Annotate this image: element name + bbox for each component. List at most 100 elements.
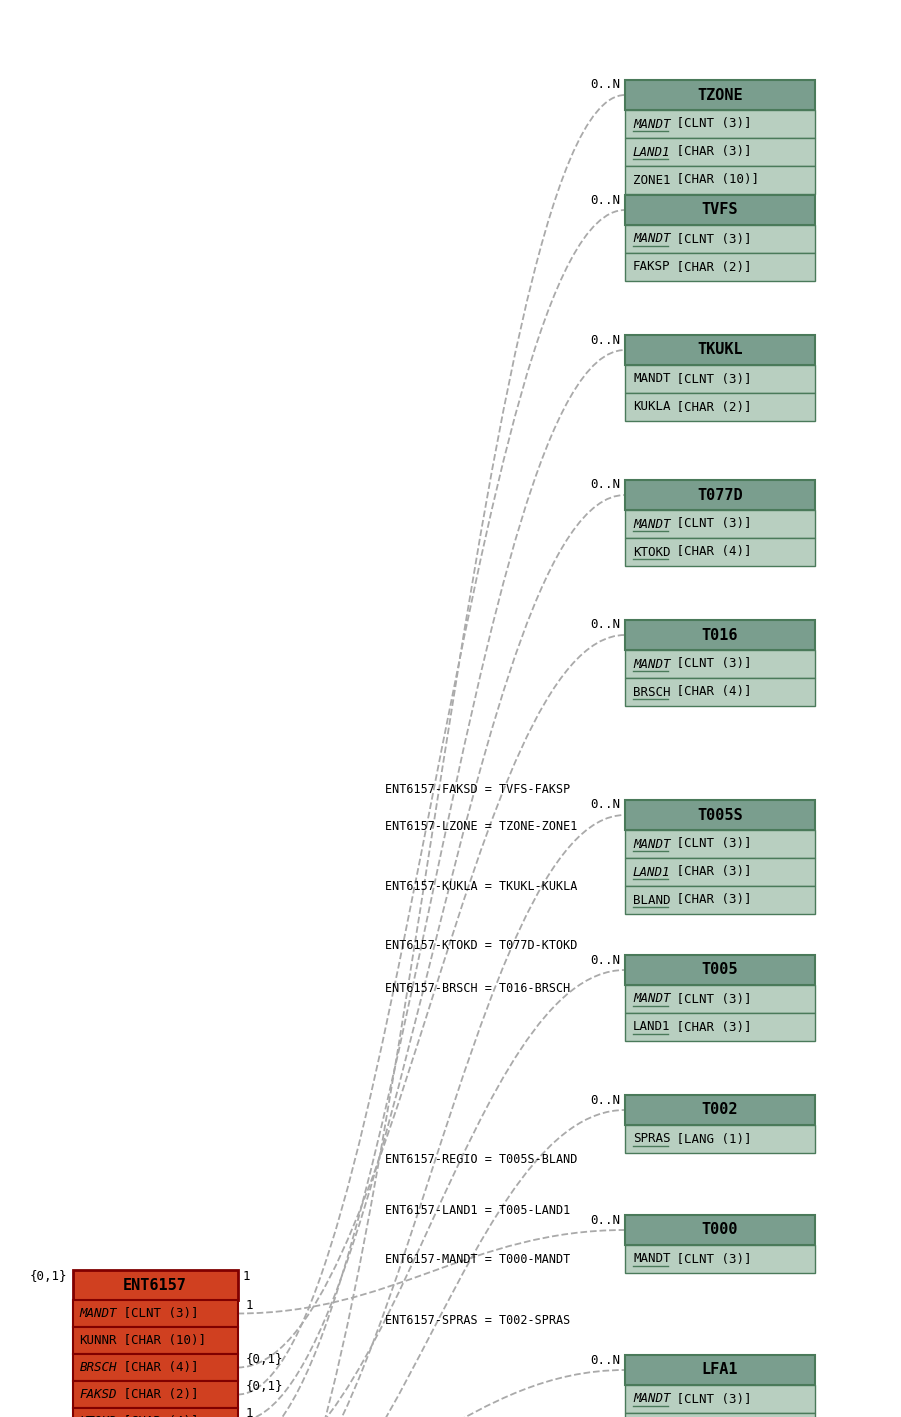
Bar (625, 393, 815, 421)
Text: ENT6157-KUKLA = TKUKL-KUKLA: ENT6157-KUKLA = TKUKL-KUKLA (385, 880, 578, 893)
Text: 0..N: 0..N (590, 78, 620, 92)
Text: [CHAR (4)]: [CHAR (4)] (669, 686, 751, 699)
Text: T000: T000 (702, 1223, 738, 1237)
Bar (625, 254, 815, 281)
Text: 0..N: 0..N (590, 954, 620, 966)
Text: [CHAR (4)]: [CHAR (4)] (115, 1360, 198, 1374)
Text: [CLNT (3)]: [CLNT (3)] (669, 657, 751, 670)
Text: LAND1: LAND1 (633, 866, 670, 879)
Text: ENT6157-FAKSD = TVFS-FAKSP: ENT6157-FAKSD = TVFS-FAKSP (385, 784, 570, 796)
Text: [CHAR (4)]: [CHAR (4)] (669, 546, 751, 558)
Text: [CHAR (3)]: [CHAR (3)] (669, 894, 751, 907)
Bar (625, 801, 815, 830)
Text: ENT6157-LAND1 = T005-LAND1: ENT6157-LAND1 = T005-LAND1 (385, 1204, 570, 1217)
Text: [CLNT (3)]: [CLNT (3)] (669, 992, 751, 1006)
Text: LFA1: LFA1 (702, 1363, 738, 1377)
Text: MANDT: MANDT (633, 517, 670, 530)
Bar (625, 1095, 815, 1125)
Text: 0..N: 0..N (590, 1353, 620, 1366)
Text: 0..N: 0..N (590, 799, 620, 812)
Text: MANDT: MANDT (633, 1253, 670, 1265)
Text: ENT6157-LZONE = TZONE-ZONE1: ENT6157-LZONE = TZONE-ZONE1 (385, 820, 578, 833)
Bar (625, 1246, 815, 1272)
Text: ENT6157-MANDT = T000-MANDT: ENT6157-MANDT = T000-MANDT (385, 1253, 570, 1265)
Bar (625, 79, 815, 111)
Bar (625, 1384, 815, 1413)
Text: [CHAR (10)]: [CHAR (10)] (115, 1333, 205, 1348)
Text: 1: 1 (245, 1299, 253, 1312)
Text: [CHAR (3)]: [CHAR (3)] (669, 146, 751, 159)
Text: 0..N: 0..N (590, 1213, 620, 1227)
Text: 1: 1 (242, 1271, 250, 1284)
Text: MANDT: MANDT (633, 837, 670, 850)
Text: 0..N: 0..N (590, 194, 620, 207)
Text: FAKSD: FAKSD (79, 1389, 117, 1401)
Text: [CLNT (3)]: [CLNT (3)] (669, 837, 751, 850)
Text: ENT6157: ENT6157 (123, 1278, 187, 1292)
Text: BRSCH: BRSCH (79, 1360, 117, 1374)
Bar (625, 1125, 815, 1153)
Bar (625, 955, 815, 985)
Text: SPRAS: SPRAS (633, 1132, 670, 1145)
Bar (72, 1408, 238, 1417)
Text: MANDT: MANDT (633, 232, 670, 245)
Text: [CLNT (3)]: [CLNT (3)] (115, 1306, 198, 1321)
Text: KUNNR: KUNNR (79, 1333, 117, 1348)
Text: TKUKL: TKUKL (697, 343, 742, 357)
Text: MANDT: MANDT (633, 373, 670, 385)
Text: [CHAR (2)]: [CHAR (2)] (669, 261, 751, 273)
Text: 0..N: 0..N (590, 618, 620, 632)
Text: T002: T002 (702, 1102, 738, 1118)
Text: [CLNT (3)]: [CLNT (3)] (669, 1253, 751, 1265)
Bar (625, 366, 815, 393)
Text: ENT6157-BRSCH = T016-BRSCH: ENT6157-BRSCH = T016-BRSCH (385, 982, 570, 995)
Text: [CHAR (3)]: [CHAR (3)] (669, 1020, 751, 1033)
Bar (625, 985, 815, 1013)
Text: TVFS: TVFS (702, 203, 738, 217)
Text: [CLNT (3)]: [CLNT (3)] (669, 232, 751, 245)
Bar (625, 859, 815, 886)
Text: [LANG (1)]: [LANG (1)] (669, 1132, 751, 1145)
Bar (72, 1299, 238, 1326)
Bar (625, 886, 815, 914)
Text: KTOKD: KTOKD (79, 1416, 117, 1417)
Bar (625, 137, 815, 166)
Text: {0,1}: {0,1} (245, 1380, 283, 1393)
Text: [CLNT (3)]: [CLNT (3)] (669, 118, 751, 130)
Text: T005: T005 (702, 962, 738, 978)
Text: LAND1: LAND1 (633, 146, 670, 159)
Text: MANDT: MANDT (633, 992, 670, 1006)
Text: 0..N: 0..N (590, 1094, 620, 1107)
Text: [CLNT (3)]: [CLNT (3)] (669, 517, 751, 530)
Text: TZONE: TZONE (697, 88, 742, 102)
Bar (625, 1013, 815, 1041)
Bar (625, 166, 815, 194)
Text: ZONE1: ZONE1 (633, 173, 670, 187)
Text: MANDT: MANDT (633, 657, 670, 670)
Bar (625, 510, 815, 538)
Text: LAND1: LAND1 (633, 1020, 670, 1033)
Bar (625, 1355, 815, 1384)
Text: 0..N: 0..N (590, 333, 620, 347)
Text: ENT6157-KTOKD = T077D-KTOKD: ENT6157-KTOKD = T077D-KTOKD (385, 939, 578, 952)
Text: [CLNT (3)]: [CLNT (3)] (669, 1393, 751, 1406)
Bar (72, 1326, 238, 1355)
Text: 0..N: 0..N (590, 479, 620, 492)
Text: MANDT: MANDT (633, 118, 670, 130)
Bar (72, 1355, 238, 1382)
Text: T016: T016 (702, 628, 738, 642)
Text: [CLNT (3)]: [CLNT (3)] (669, 373, 751, 385)
Bar (625, 111, 815, 137)
Bar (625, 334, 815, 366)
Text: MANDT: MANDT (633, 1393, 670, 1406)
Bar (625, 677, 815, 706)
Bar (72, 1382, 238, 1408)
Text: ENT6157-SPRAS = T002-SPRAS: ENT6157-SPRAS = T002-SPRAS (385, 1314, 570, 1328)
Text: 1: 1 (245, 1407, 253, 1417)
Bar (625, 480, 815, 510)
Bar (625, 830, 815, 859)
Text: [CHAR (3)]: [CHAR (3)] (669, 866, 751, 879)
Bar (625, 621, 815, 650)
Text: [CHAR (2)]: [CHAR (2)] (669, 401, 751, 414)
Text: T077D: T077D (697, 487, 742, 503)
